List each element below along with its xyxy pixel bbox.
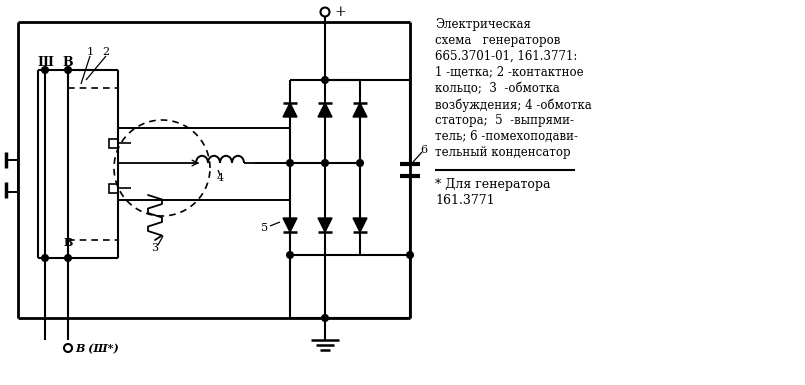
Circle shape: [407, 252, 413, 258]
Text: тельный конденсатор: тельный конденсатор: [435, 146, 571, 159]
Text: 3: 3: [151, 243, 159, 253]
Circle shape: [42, 67, 48, 73]
Circle shape: [65, 67, 71, 73]
Text: статора;  5  -выпрями-: статора; 5 -выпрями-: [435, 114, 574, 127]
Circle shape: [320, 7, 329, 17]
Text: 6: 6: [420, 145, 427, 155]
Circle shape: [287, 160, 293, 166]
Text: кольцо;  3  -обмотка: кольцо; 3 -обмотка: [435, 82, 559, 95]
Text: 1 -щетка; 2 -контактное: 1 -щетка; 2 -контактное: [435, 66, 584, 79]
Circle shape: [357, 160, 363, 166]
Text: * Для генератора: * Для генератора: [435, 178, 551, 191]
Circle shape: [64, 344, 72, 352]
Text: Ш: Ш: [37, 55, 53, 69]
Text: 665.3701-01, 161.3771:: 665.3701-01, 161.3771:: [435, 50, 577, 63]
Polygon shape: [318, 218, 332, 232]
Text: 2: 2: [102, 47, 109, 57]
Text: 4: 4: [217, 173, 224, 183]
Circle shape: [322, 315, 328, 321]
Text: 1: 1: [86, 47, 93, 57]
Text: возбуждения; 4 -обмотка: возбуждения; 4 -обмотка: [435, 98, 592, 112]
Circle shape: [42, 255, 48, 261]
Polygon shape: [283, 218, 297, 232]
Text: В (Ш*): В (Ш*): [75, 343, 119, 355]
Circle shape: [322, 160, 328, 166]
Text: тель; 6 -помехоподави-: тель; 6 -помехоподави-: [435, 130, 578, 143]
Text: схема   генераторов: схема генераторов: [435, 34, 560, 47]
Text: 5: 5: [262, 223, 269, 233]
Circle shape: [65, 255, 71, 261]
Text: Электрическая: Электрическая: [435, 18, 530, 31]
Polygon shape: [353, 103, 367, 117]
Polygon shape: [353, 218, 367, 232]
Polygon shape: [283, 103, 297, 117]
Text: +: +: [334, 5, 345, 19]
Circle shape: [287, 252, 293, 258]
Bar: [109, 184, 118, 193]
Text: В: В: [64, 238, 72, 248]
Text: В: В: [63, 55, 73, 69]
Circle shape: [322, 77, 328, 83]
Polygon shape: [318, 103, 332, 117]
Text: 161.3771: 161.3771: [435, 194, 494, 207]
Bar: [109, 139, 118, 148]
